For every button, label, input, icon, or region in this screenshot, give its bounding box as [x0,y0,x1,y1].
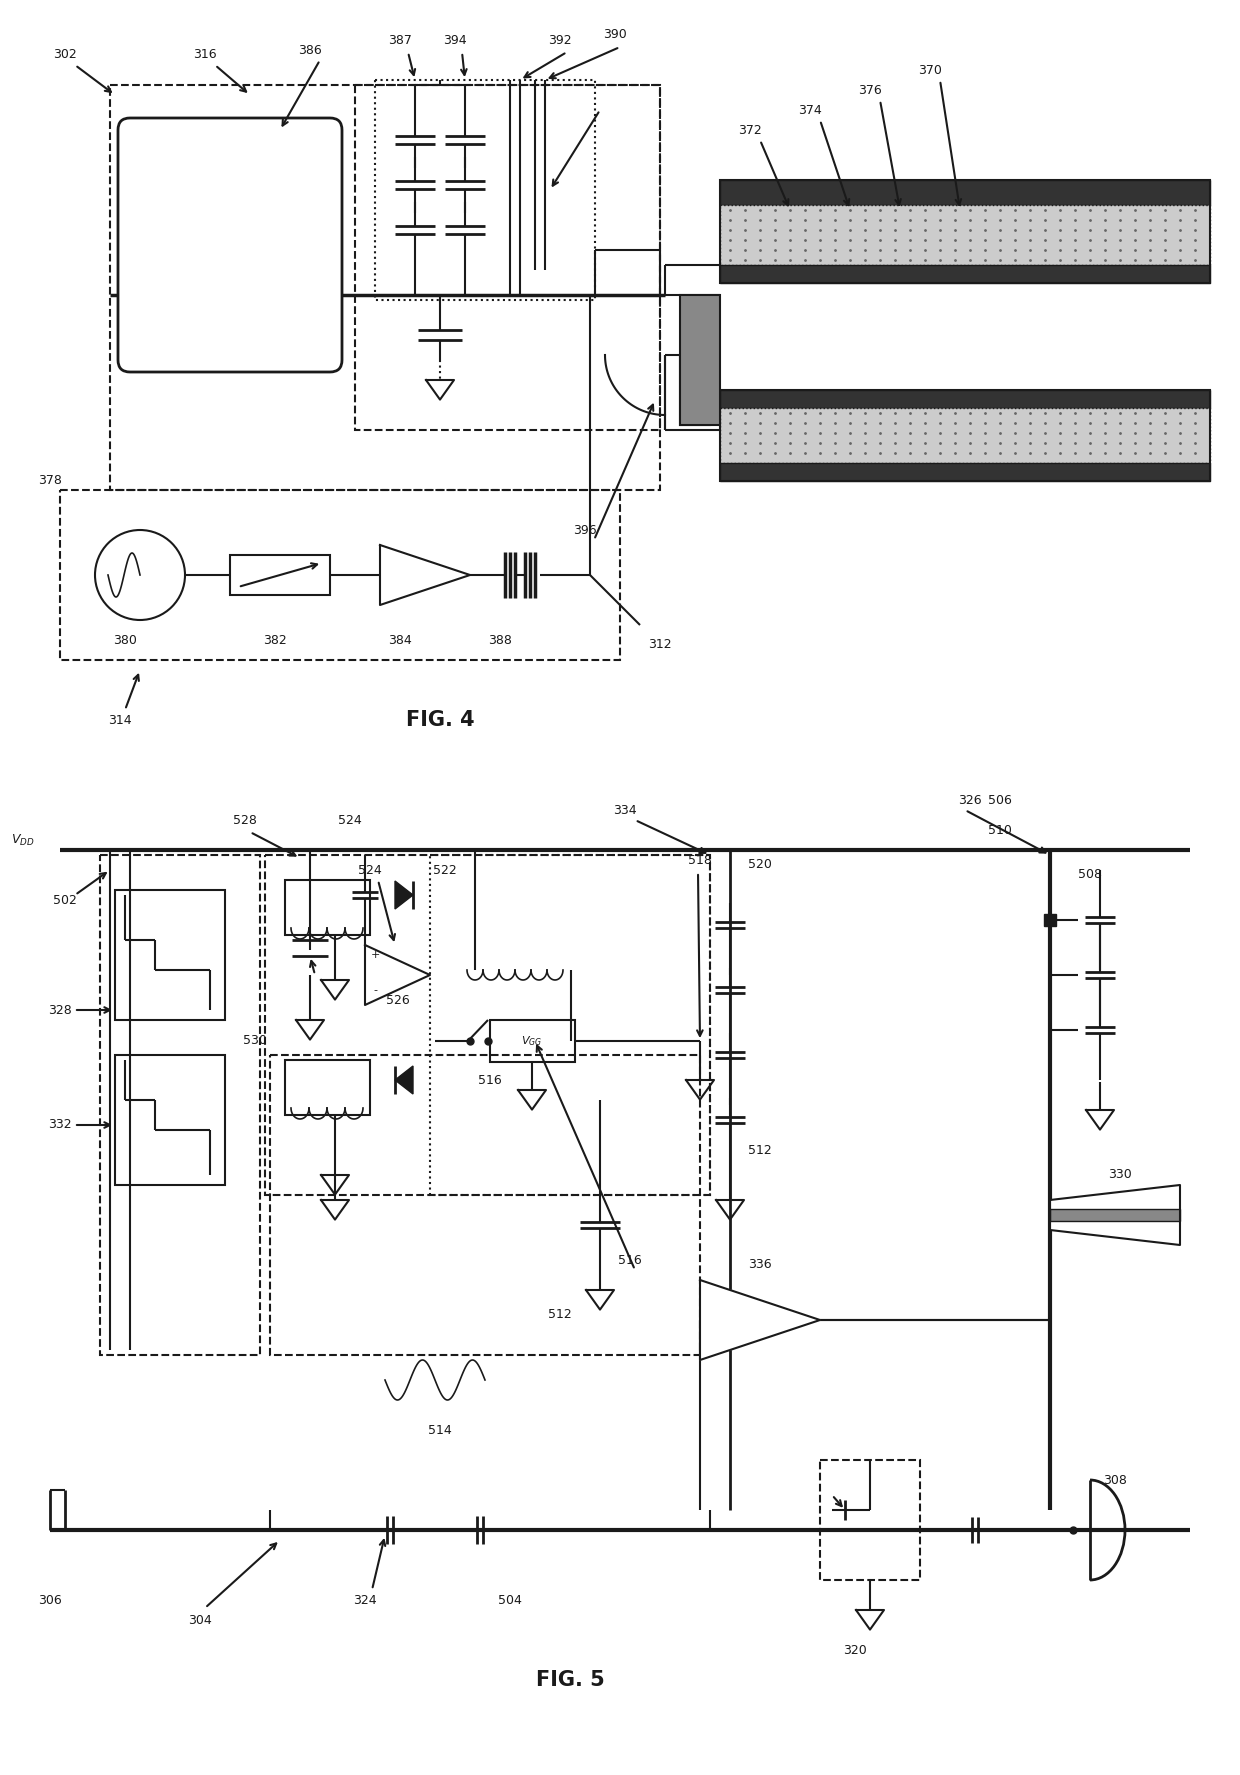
Text: 328: 328 [48,1003,72,1017]
Text: 516: 516 [479,1074,502,1086]
Bar [374,80,595,300]
Text: 320: 320 [843,1644,867,1656]
Text: 510: 510 [988,824,1012,836]
Text: 376: 376 [858,83,882,96]
Text: $V_{DD}$: $V_{DD}$ [11,832,35,847]
Text: 392: 392 [548,34,572,46]
Text: 524: 524 [358,863,382,877]
Bar [430,856,711,1195]
Bar [115,889,224,1021]
Polygon shape [1050,1186,1180,1244]
Text: FIG. 4: FIG. 4 [405,710,475,730]
Text: 388: 388 [489,634,512,646]
Text: 336: 336 [748,1258,771,1271]
Text: 512: 512 [548,1308,572,1322]
Polygon shape [701,1280,820,1360]
Text: 332: 332 [48,1118,72,1131]
Bar [490,1021,575,1061]
Text: 370: 370 [918,64,942,76]
Text: 522: 522 [433,863,456,877]
Bar [720,390,1210,481]
Bar [355,85,660,430]
Text: 502: 502 [53,893,77,907]
Bar [720,204,1210,264]
Text: 390: 390 [603,28,627,41]
Text: -: - [373,985,377,996]
Text: 374: 374 [799,103,822,117]
Text: 380: 380 [113,634,136,646]
Polygon shape [396,1067,413,1093]
Text: 334: 334 [614,804,637,816]
Bar [285,1060,370,1115]
Bar [265,856,711,1195]
Text: 504: 504 [498,1594,522,1606]
Text: 518: 518 [688,854,712,866]
Text: $V_{GG}$: $V_{GG}$ [521,1035,543,1047]
Bar [1050,1209,1180,1221]
Bar [720,390,1210,408]
Bar [115,1054,224,1186]
Bar [270,1054,701,1354]
Bar [60,490,620,660]
Bar [720,179,1210,204]
Bar [720,463,1210,481]
Text: 524: 524 [339,813,362,827]
Text: 306: 306 [38,1594,62,1606]
Text: 378: 378 [38,474,62,486]
Text: 508: 508 [1078,868,1102,882]
Text: 520: 520 [748,859,773,872]
Text: 304: 304 [188,1613,212,1626]
Text: 394: 394 [443,34,466,46]
Text: 396: 396 [573,524,596,536]
Text: 387: 387 [388,34,412,46]
Text: 530: 530 [243,1033,267,1047]
Text: 302: 302 [53,48,77,62]
Bar [100,856,260,1354]
Polygon shape [396,880,413,909]
Text: 308: 308 [1104,1473,1127,1486]
Text: 386: 386 [298,44,322,57]
Bar [680,355,711,424]
Text: FIG. 5: FIG. 5 [536,1670,604,1690]
Text: 324: 324 [353,1594,377,1606]
Text: 512: 512 [748,1143,771,1157]
Text: 312: 312 [649,639,672,651]
Bar [720,179,1210,282]
Text: 506: 506 [988,793,1012,806]
Text: 382: 382 [263,634,286,646]
Bar [720,408,1210,463]
Bar [110,85,660,490]
Polygon shape [379,545,470,605]
Bar [285,880,370,935]
Text: 528: 528 [233,813,257,827]
Polygon shape [365,944,430,1005]
Text: 514: 514 [428,1424,451,1436]
Bar [229,556,330,595]
Text: 384: 384 [388,634,412,646]
Text: +: + [371,950,379,960]
Text: 516: 516 [618,1253,642,1267]
Bar [680,295,720,424]
Text: 316: 316 [193,48,217,62]
Text: 372: 372 [738,124,761,137]
Text: 326: 326 [959,793,982,806]
FancyBboxPatch shape [118,117,342,373]
Bar [820,1461,920,1580]
Text: 330: 330 [1109,1168,1132,1182]
Text: 314: 314 [108,714,131,726]
Bar [720,264,1210,282]
Text: 526: 526 [386,994,410,1006]
